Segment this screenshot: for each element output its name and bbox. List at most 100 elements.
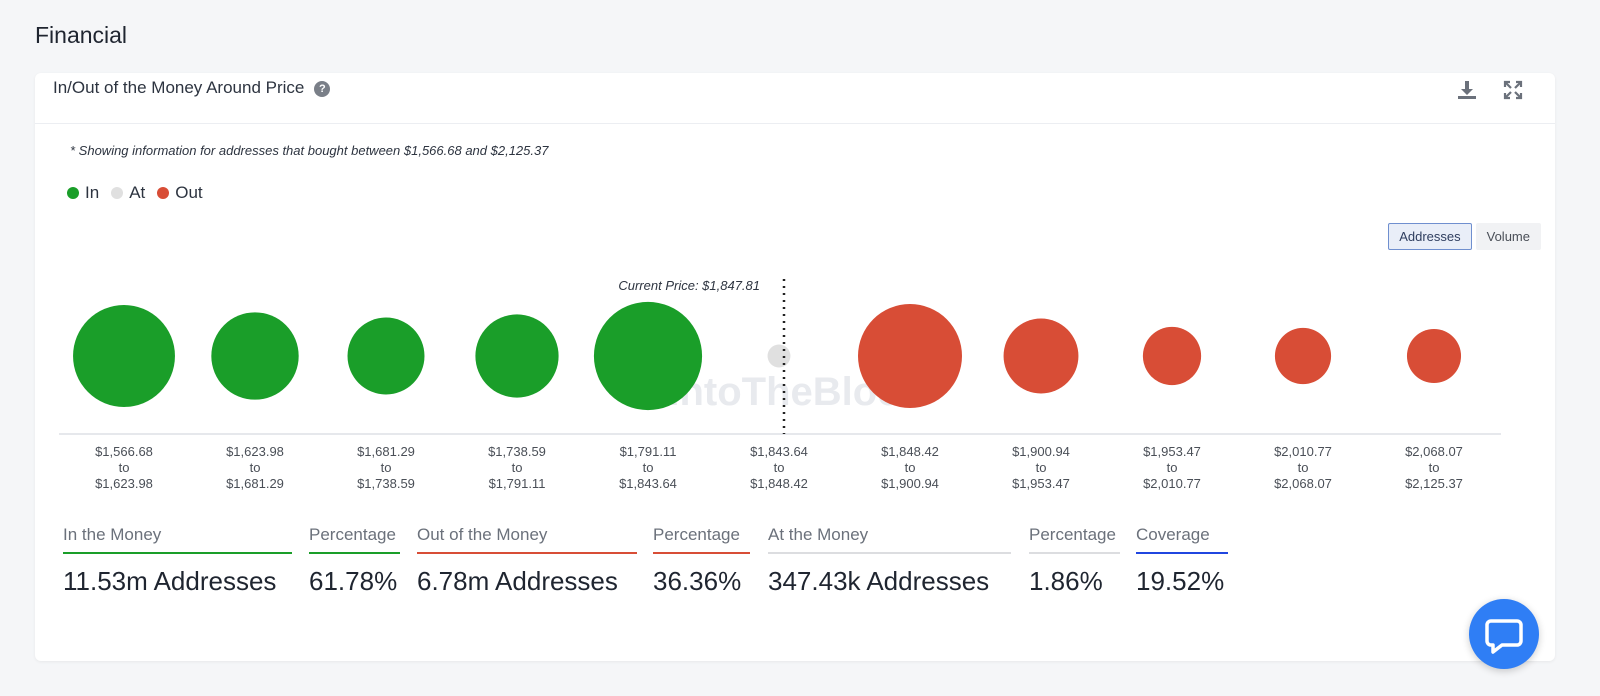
volume-toggle-button[interactable]: Volume (1475, 223, 1541, 250)
current-price-label: Current Price: $1,847.81 (618, 278, 760, 293)
bubble-out (1003, 318, 1079, 394)
tick-label: to (905, 460, 916, 475)
stat-coverage: Coverage 19.52% (1136, 525, 1228, 597)
bubble-out (1406, 328, 1462, 384)
stat-value: 6.78m Addresses (417, 566, 618, 596)
stat-value: 61.78% (309, 566, 398, 596)
legend-label: Out (175, 183, 203, 202)
metric-toggle: Addresses Volume (1388, 223, 1541, 250)
stat-value: 19.52% (1136, 566, 1225, 596)
chat-button[interactable] (1469, 599, 1539, 669)
tick-label: to (1167, 460, 1178, 475)
tick-label: $1,738.59 (357, 476, 415, 491)
tick-label: $1,953.47 (1012, 476, 1070, 491)
stat-label: At the Money (768, 525, 869, 544)
legend: In At Out (67, 183, 203, 203)
tick-label: to (512, 460, 523, 475)
stat-in-the-money: In the Money 11.53m Addresses (63, 525, 292, 597)
tick-label: to (250, 460, 261, 475)
stat-underline (63, 552, 292, 554)
stat-underline (417, 552, 637, 554)
tick-label: $1,681.29 (357, 444, 415, 459)
bubble-out (1142, 326, 1202, 386)
tick-label: $1,681.29 (226, 476, 284, 491)
tick-label: to (381, 460, 392, 475)
tick-label: $2,068.07 (1274, 476, 1332, 491)
stat-out-of-the-money: Out of the Money 6.78m Addresses (417, 525, 637, 597)
stat-underline (768, 552, 1011, 554)
bubble-in (73, 305, 175, 407)
expand-button[interactable] (1501, 78, 1525, 102)
stat-label: In the Money (63, 525, 162, 544)
legend-dot (67, 187, 79, 199)
stat-value: 11.53m Addresses (63, 566, 277, 596)
tick-label: $1,953.47 (1143, 444, 1201, 459)
tick-label: to (1298, 460, 1309, 475)
stat-percentage: Percentage 1.86% (1029, 525, 1120, 597)
stat-value: 347.43k Addresses (768, 566, 990, 596)
download-button[interactable] (1455, 78, 1479, 102)
stat-label: Out of the Money (417, 525, 548, 544)
legend-dot (111, 187, 124, 199)
tick-label: $2,010.77 (1143, 476, 1201, 491)
stat-underline (1136, 552, 1228, 554)
tick-label: $1,848.42 (750, 476, 808, 491)
bubble-in (347, 317, 425, 395)
tick-label: $2,125.37 (1405, 476, 1463, 491)
tick-label: $1,900.94 (1012, 444, 1070, 459)
legend-dot (157, 187, 170, 199)
stat-percentage: Percentage 36.36% (653, 525, 750, 597)
addresses-toggle-button[interactable]: Addresses (1388, 223, 1472, 250)
legend-item-at[interactable]: At (111, 183, 145, 203)
tick-label: $1,848.42 (881, 444, 939, 459)
tick-label: $1,791.11 (489, 476, 546, 491)
legend-label: In (85, 183, 100, 202)
tick-label: $1,843.64 (619, 476, 677, 491)
card-title: In/Out of the Money Around Price ? (53, 78, 331, 98)
stat-underline (309, 552, 400, 554)
stat-percentage: Percentage 61.78% (309, 525, 400, 597)
bubble-out (1274, 327, 1332, 385)
tick-label: $1,843.64 (750, 444, 808, 459)
tick-label: $1,900.94 (881, 476, 939, 491)
section-title: Financial (35, 22, 128, 48)
stat-label: Percentage (653, 525, 740, 544)
bubble-out (858, 304, 962, 408)
stat-label: Percentage (1029, 525, 1116, 544)
tick-label: $2,068.07 (1405, 444, 1463, 459)
card-title-text: In/Out of the Money Around Price (53, 78, 305, 97)
legend-item-in[interactable]: In (67, 183, 99, 203)
tick-label: to (1429, 460, 1440, 475)
tick-label: $2,010.77 (1274, 444, 1332, 459)
stat-at-the-money: At the Money 347.43k Addresses (768, 525, 1011, 597)
stat-label: Percentage (309, 525, 396, 544)
chart-card: In/Out of the Money Around Price ? * Sho… (35, 73, 1555, 661)
expand-icon (1503, 80, 1523, 100)
bubble-at (767, 344, 791, 368)
tick-label: $1,566.68 (95, 444, 153, 459)
stat-value: 36.36% (653, 566, 742, 596)
tick-label: to (643, 460, 654, 475)
stat-underline (1029, 552, 1120, 554)
help-icon[interactable]: ? (314, 81, 331, 97)
legend-label: At (129, 183, 146, 202)
chart-note: * Showing information for addresses that… (70, 143, 549, 158)
chat-icon (1485, 619, 1523, 654)
tick-label: to (1036, 460, 1047, 475)
stat-underline (653, 552, 750, 554)
bubble-chart: IntoTheBlock$1,566.68to$1,623.98$1,623.9… (59, 278, 1501, 491)
tick-label: to (119, 460, 130, 475)
stat-label: Coverage (1136, 525, 1210, 544)
tick-label: $1,738.59 (488, 444, 546, 459)
card-header: In/Out of the Money Around Price ? (35, 73, 1555, 124)
bubble-in (211, 312, 299, 400)
stat-value: 1.86% (1029, 566, 1103, 596)
legend-item-out[interactable]: Out (157, 183, 203, 203)
download-icon (1458, 81, 1476, 99)
tick-label: $1,791.11 (620, 444, 677, 459)
tick-label: $1,623.98 (95, 476, 153, 491)
bubble-in (475, 314, 559, 398)
tick-label: $1,623.98 (226, 444, 284, 459)
tick-label: to (774, 460, 785, 475)
bubble-in (593, 301, 703, 411)
